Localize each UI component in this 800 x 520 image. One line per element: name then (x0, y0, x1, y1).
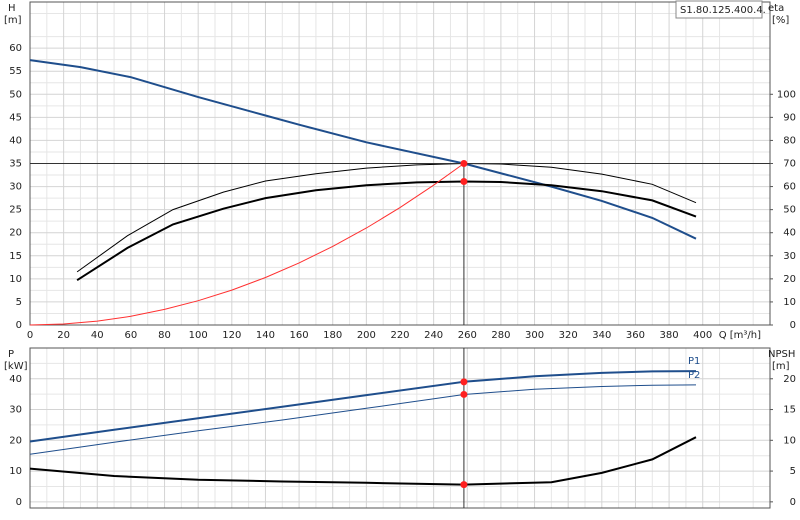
y-tick-label: 5 (16, 297, 22, 308)
y-tick-label: 10 (9, 466, 22, 477)
y-tick-label: 15 (9, 251, 22, 262)
y-tick-label: 55 (9, 66, 22, 77)
y2-tick-label: 20 (783, 274, 796, 285)
y-tick-label: 40 (9, 135, 22, 146)
y2-tick-label: 80 (783, 135, 796, 146)
duty-point (460, 378, 468, 386)
y-tick-label: 10 (9, 274, 22, 285)
curve (76, 162, 697, 273)
x-tick-label: 380 (660, 330, 679, 341)
y2-tick-label: 100 (777, 89, 796, 100)
x-tick-label: 100 (189, 330, 208, 341)
curve (29, 370, 697, 443)
y2-tick-label: 20 (783, 374, 796, 385)
y2-tick-label: 0 (790, 320, 796, 331)
y2-tick-label: 40 (783, 228, 796, 239)
x-tick-label: 280 (491, 330, 510, 341)
curve (29, 436, 697, 486)
y-tick-label: 30 (9, 405, 22, 416)
plot-frame (29, 347, 771, 509)
x-tick-label: 220 (390, 330, 409, 341)
y-tick-label: 25 (9, 205, 22, 216)
y2-axis-label: NPSH (768, 349, 795, 360)
y-axis-unit: [m] (4, 15, 22, 26)
y-tick-label: 20 (9, 228, 22, 239)
y2-tick-label: 10 (783, 297, 796, 308)
y-tick-label: 50 (9, 89, 22, 100)
y2-tick-label: 30 (783, 251, 796, 262)
curve (29, 59, 697, 240)
y2-tick-label: 15 (783, 405, 796, 416)
y-tick-label: 0 (16, 497, 22, 508)
curve (76, 180, 697, 282)
x-tick-label: 140 (256, 330, 275, 341)
duty-point (460, 160, 468, 167)
x-tick-label: 20 (57, 330, 70, 341)
x-tick-label: 80 (158, 330, 171, 341)
duty-point (460, 390, 468, 398)
x-tick-label: 180 (323, 330, 342, 341)
curve-label: S1.80.125.400.4. (680, 5, 766, 16)
y-tick-label: 60 (9, 43, 22, 54)
y-tick-label: 40 (9, 374, 22, 385)
y2-tick-label: 10 (783, 435, 796, 446)
y2-axis-unit: [m] (772, 361, 790, 372)
x-tick-label: 360 (626, 330, 645, 341)
y2-tick-label: 0 (790, 497, 796, 508)
y2-tick-label: 90 (783, 112, 796, 123)
curve-label-box (675, 0, 763, 19)
series-label: P2 (688, 370, 700, 381)
x-tick-label: 200 (357, 330, 376, 341)
y-axis-label: H (8, 3, 16, 14)
y-tick-label: 35 (9, 159, 22, 170)
y-tick-label: 30 (9, 182, 22, 193)
y-axis-unit: [kW] (4, 361, 28, 372)
y-tick-label: 20 (9, 435, 22, 446)
duty-point (460, 481, 468, 489)
x-tick-label: 320 (559, 330, 578, 341)
y2-tick-label: 70 (783, 159, 796, 170)
y-tick-label: 0 (16, 320, 22, 331)
y-axis-label: P (8, 349, 14, 360)
x-tick-label: 40 (91, 330, 104, 341)
y2-tick-label: 50 (783, 205, 796, 216)
x-tick-label: 400 (693, 330, 712, 341)
x-tick-label: 60 (125, 330, 138, 341)
x-tick-label: 160 (290, 330, 309, 341)
x-tick-label: 300 (525, 330, 544, 341)
y-tick-label: 45 (9, 112, 22, 123)
x-tick-label: 340 (592, 330, 611, 341)
x-tick-label: 260 (458, 330, 477, 341)
x-tick-label: 240 (424, 330, 443, 341)
series-label: P1 (688, 356, 700, 367)
curve (29, 384, 697, 455)
y2-tick-label: 60 (783, 182, 796, 193)
y2-axis-unit: [%] (772, 15, 789, 26)
x-tick-label: 120 (222, 330, 241, 341)
duty-point (460, 177, 468, 185)
y2-tick-label: 5 (790, 466, 796, 477)
x-tick-label: 0 (27, 330, 33, 341)
y2-axis-label: eta (768, 3, 784, 14)
x-axis-label: Q [m³/h] (719, 330, 761, 341)
curve (29, 163, 465, 326)
